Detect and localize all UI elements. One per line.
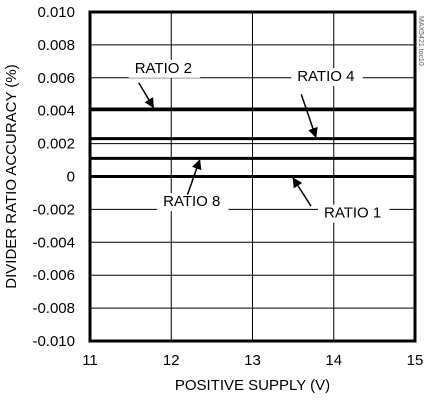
x-tick-label: 13 <box>244 352 261 369</box>
x-tick-label: 15 <box>407 352 424 369</box>
annotation-bg-ratio-8 <box>157 193 229 212</box>
figure-code: MAX5421 toc10 <box>417 16 424 66</box>
y-tick-label: 0.010 <box>37 4 75 21</box>
annotation-arrow-ratio-8 <box>186 159 202 195</box>
annotation-label-ratio-4: RATIO 4 <box>297 68 354 85</box>
y-tick-label: 0.008 <box>37 37 75 54</box>
y-tick-labels: 0.010 0.008 0.006 0.004 0.002 0 -0.002 -0.004 -0… <box>32 4 75 350</box>
annotation-bg-ratio-2 <box>128 59 201 78</box>
y-tick-label: -0.008 <box>32 300 75 317</box>
y-tick-label: 0.002 <box>37 136 75 153</box>
annotation-arrow-ratio-4 <box>300 94 318 138</box>
y-tick-label: -0.006 <box>32 267 75 284</box>
x-axis-label: POSITIVE SUPPLY (V) <box>175 377 330 394</box>
y-tick-label: -0.002 <box>32 201 75 218</box>
y-tick-label: 0.006 <box>37 70 75 87</box>
annotation-arrow-ratio-2 <box>138 82 155 109</box>
plot-frame <box>88 10 417 343</box>
y-tick-label: 0.004 <box>37 103 75 120</box>
x-tick-labels: 11 12 13 14 15 <box>82 352 423 369</box>
x-tick-label: 11 <box>82 352 98 369</box>
y-tick-label: -0.010 <box>32 333 75 350</box>
annotations: RATIO 2 RATIO 4 RATIO 8 RATIO 1 <box>128 59 390 223</box>
y-axis-label: DIVIDER RATIO ACCURACY (%) <box>3 64 20 288</box>
series-lines <box>90 107 415 178</box>
annotation-bg-ratio-4 <box>291 68 363 87</box>
annotation-arrow-ratio-1 <box>292 177 312 207</box>
annotation-label-ratio-1: RATIO 1 <box>324 205 381 222</box>
y-tick-label: -0.004 <box>32 234 75 251</box>
annotation-label-ratio-8: RATIO 8 <box>163 193 220 210</box>
x-tick-label: 12 <box>163 352 180 369</box>
annotation-label-ratio-2: RATIO 2 <box>135 60 192 77</box>
y-tick-label: 0 <box>67 169 75 186</box>
x-tick-label: 14 <box>325 352 342 369</box>
annotation-bg-ratio-1 <box>318 204 390 223</box>
